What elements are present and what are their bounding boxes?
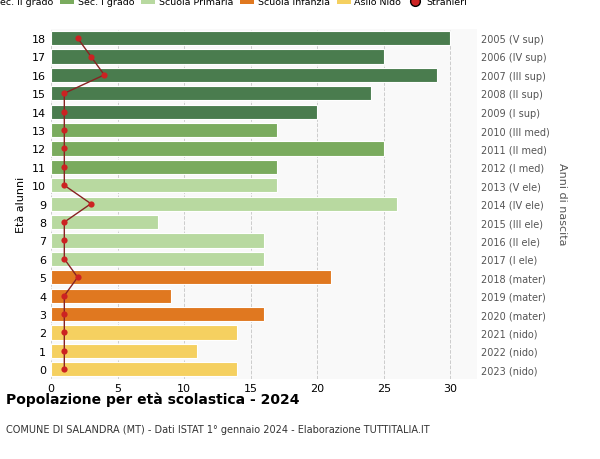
Bar (51, 50, 384, 65)
Point (59, 366, 69, 373)
Point (59, 90, 69, 98)
Bar (51, 215, 157, 230)
Bar (51, 87, 371, 101)
Point (59, 127, 69, 134)
Bar (51, 234, 264, 248)
Point (59, 109, 69, 116)
Bar (51, 105, 317, 120)
Point (86, 201, 96, 208)
Point (59, 146, 69, 153)
Bar (51, 362, 238, 377)
Bar (51, 123, 277, 138)
Point (59, 182, 69, 190)
Bar (51, 142, 384, 157)
Bar (51, 160, 277, 175)
Y-axis label: Anni di nascita: Anni di nascita (557, 163, 566, 246)
Y-axis label: Età alunni: Età alunni (16, 176, 26, 232)
Legend: Sec. II grado, Sec. I grado, Scuola Primaria, Scuola Infanzia, Asilo Nido, Stran: Sec. II grado, Sec. I grado, Scuola Prim… (0, 0, 470, 11)
Bar (51, 252, 264, 267)
Bar (51, 270, 331, 285)
Point (59, 311, 69, 318)
Text: Popolazione per età scolastica - 2024: Popolazione per età scolastica - 2024 (6, 392, 299, 406)
Point (73, 274, 82, 281)
Point (59, 292, 69, 300)
Bar (51, 289, 171, 303)
Bar (51, 32, 451, 46)
Point (86, 54, 96, 61)
Bar (51, 197, 397, 212)
Bar (51, 344, 197, 358)
Point (73, 35, 82, 43)
Point (59, 164, 69, 171)
Point (59, 219, 69, 226)
Point (59, 256, 69, 263)
Point (100, 72, 109, 79)
Bar (51, 307, 264, 322)
Point (59, 329, 69, 336)
Text: COMUNE DI SALANDRA (MT) - Dati ISTAT 1° gennaio 2024 - Elaborazione TUTTITALIA.I: COMUNE DI SALANDRA (MT) - Dati ISTAT 1° … (6, 424, 430, 434)
Bar (51, 179, 277, 193)
Bar (51, 325, 238, 340)
Bar (51, 68, 437, 83)
Point (59, 347, 69, 355)
Point (59, 237, 69, 245)
